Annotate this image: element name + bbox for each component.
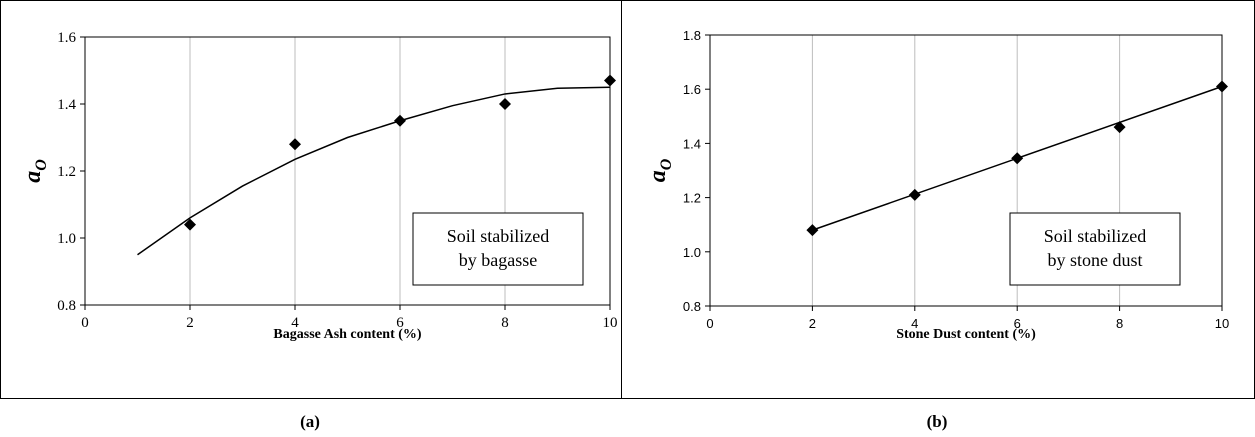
y-tick-label: 1.0: [57, 231, 76, 247]
data-point: [394, 114, 406, 127]
y-tick-label: 0.8: [683, 299, 701, 314]
x-tick-label: 8: [1116, 316, 1123, 331]
legend-text-line: by stone dust: [1047, 250, 1142, 270]
y-tick-label: 1.0: [683, 245, 701, 260]
y-axis-title: aO: [645, 158, 675, 182]
x-axis-title: Stone Dust content (%): [896, 327, 1036, 342]
caption-a: (a): [300, 412, 320, 431]
data-point: [1113, 121, 1126, 134]
x-tick-label: 6: [1014, 316, 1021, 331]
data-point: [908, 188, 921, 201]
x-tick-label: 2: [186, 315, 194, 331]
y-axis-title-sub: O: [33, 159, 50, 171]
x-tick-label: 10: [1215, 316, 1229, 331]
x-axis-title: Bagasse Ash content (%): [273, 327, 422, 342]
y-tick-label: 1.4: [57, 97, 76, 113]
caption-b: (b): [927, 412, 948, 431]
x-tick-label: 6: [396, 315, 404, 331]
y-tick-label: 1.2: [683, 191, 701, 206]
y-tick-label: 0.8: [57, 298, 76, 314]
x-tick-label: 10: [603, 315, 618, 331]
y-tick-label: 1.2: [57, 164, 76, 180]
y-axis-title-main: a: [20, 171, 46, 183]
data-point: [499, 98, 511, 110]
x-tick-label: 0: [81, 315, 89, 331]
chart-b: 0.8 1.0 1.2 1.4 1.6 1.8 0 2 4 6 8 10 Stone Dust cont…: [645, 28, 1229, 342]
chart-a: 0.8 1.0 1.2 1.4 1.6 0 2 4 6 8 10 Bagasse Ash conten…: [20, 30, 618, 342]
y-axis-title-sub: O: [658, 158, 675, 170]
trend-line: [137, 86, 611, 256]
legend-text-line: Soil stabilized: [1044, 226, 1147, 246]
y-tick-label: 1.8: [683, 28, 701, 43]
x-tick-label: 4: [911, 316, 918, 331]
data-point: [1011, 152, 1024, 165]
plot-area: [709, 34, 1223, 307]
legend-box: [1009, 212, 1181, 286]
legend-text-line: by bagasse: [459, 250, 537, 270]
x-tick-label: 4: [291, 315, 299, 331]
y-tick-label: 1.6: [57, 30, 76, 46]
x-tick-label: 0: [706, 316, 713, 331]
x-tick-label: 8: [501, 315, 509, 331]
y-axis-title-main: a: [645, 170, 671, 182]
x-tick-label: 2: [809, 316, 816, 331]
data-point: [184, 218, 196, 231]
data-point: [806, 224, 819, 237]
y-tick-label: 1.6: [683, 82, 701, 97]
data-point: [289, 138, 301, 151]
legend-text-line: Soil stabilized: [447, 226, 550, 246]
legend-box: [412, 212, 584, 286]
data-point: [604, 74, 616, 87]
data-point: [1216, 80, 1228, 93]
y-tick-label: 1.4: [683, 136, 701, 151]
y-axis-title: aO: [20, 159, 50, 183]
